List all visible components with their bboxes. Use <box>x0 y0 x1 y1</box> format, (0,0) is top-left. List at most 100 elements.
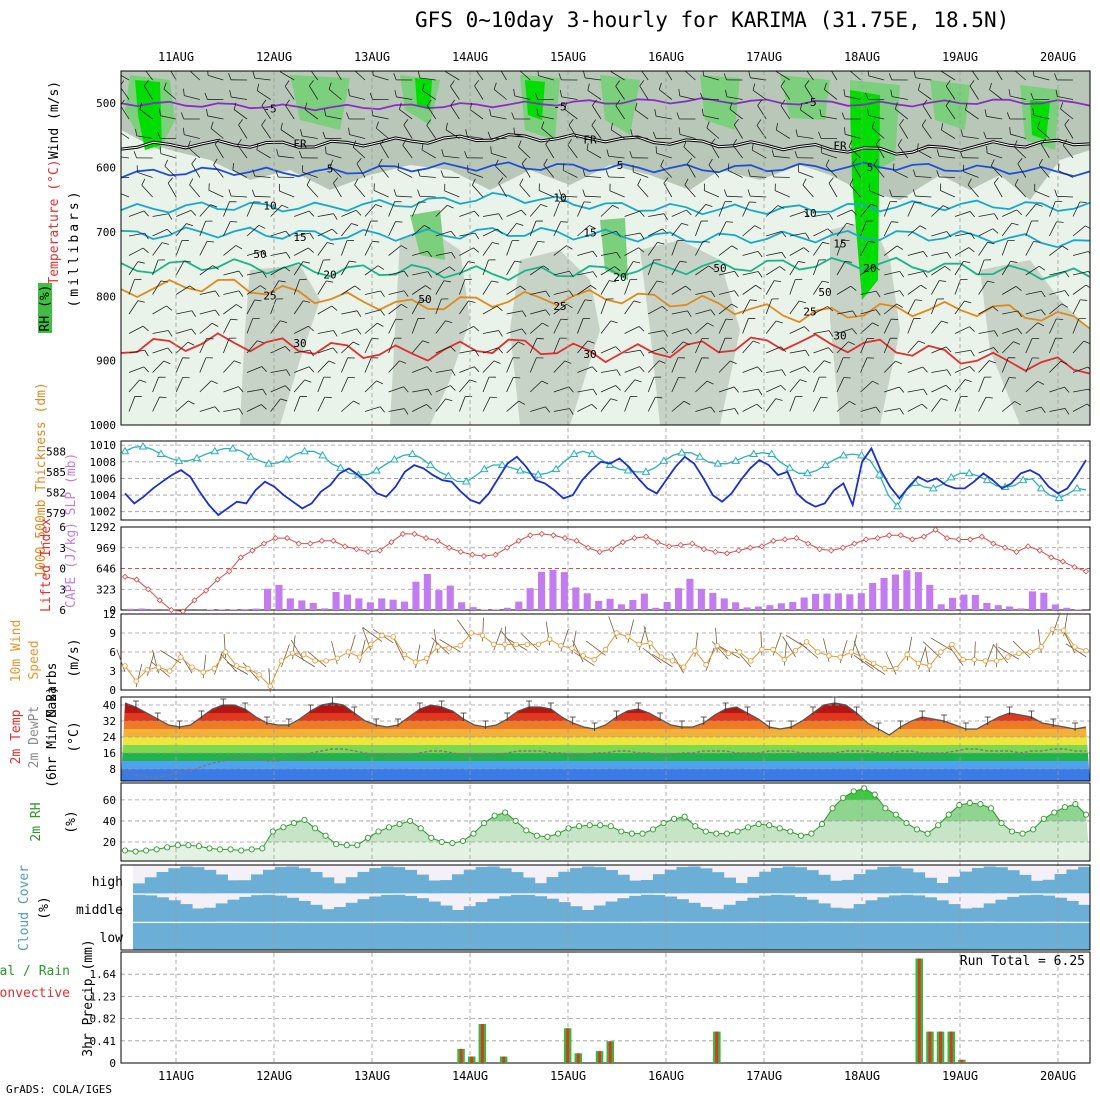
wind-barb-flag <box>426 119 431 126</box>
cape-bar <box>743 607 751 610</box>
wind-barb <box>742 201 750 217</box>
wind-barb <box>309 85 319 100</box>
wind-barb <box>306 184 319 198</box>
wind-barb-flag <box>827 306 834 312</box>
wind-barb-flag <box>710 406 716 413</box>
wind-barb <box>907 318 914 334</box>
wind-barb <box>128 366 145 373</box>
cloud-high-cell <box>901 868 914 894</box>
wind-speed-point <box>1016 650 1022 656</box>
rh2m-point <box>195 843 202 850</box>
cloud-high-cell <box>1054 874 1067 894</box>
wind-barb <box>679 95 696 100</box>
slp-ylabel: SLP (mb) <box>64 453 79 516</box>
wind-barb-flag <box>771 149 775 157</box>
wind-barb <box>270 252 287 256</box>
wind-barb <box>152 377 159 393</box>
wind10m-barb <box>948 645 964 666</box>
cape-bar <box>903 570 911 610</box>
cape-bar <box>446 585 454 610</box>
wind-barb <box>450 105 460 120</box>
pressure-tick: 700 <box>96 226 116 239</box>
date-tick-bottom: 16AUG <box>648 1069 684 1083</box>
thickness-tick: 579 <box>46 507 66 520</box>
contour-label-FR: FR <box>293 138 307 151</box>
wind-barb <box>978 330 995 334</box>
wind-barb <box>615 105 625 120</box>
contour-label-20: 20 <box>323 269 336 282</box>
wind-barb-flag <box>733 119 739 126</box>
wind-barb <box>284 86 295 100</box>
wind-barb <box>776 129 791 139</box>
wind-barb <box>482 242 493 256</box>
wind-barb-flag <box>262 250 267 257</box>
wind-barb <box>706 127 720 139</box>
wind-barb <box>223 290 240 295</box>
panel-frame-slp <box>120 440 1091 521</box>
cloud-low-cell <box>841 923 855 950</box>
temp-band <box>121 769 1090 781</box>
lifted-index-point <box>214 576 221 583</box>
wind-barb <box>170 71 177 81</box>
cape-bar <box>971 594 979 610</box>
temp-band <box>121 729 1090 737</box>
cape-bar <box>321 608 329 610</box>
cape-bar <box>686 578 694 610</box>
wind-barb <box>978 228 994 237</box>
wind-speed-point <box>379 632 385 639</box>
lifted-index-point <box>770 537 777 544</box>
wind-barb-flag <box>892 163 895 171</box>
wind-barb <box>223 360 235 373</box>
wind-barb <box>310 71 319 81</box>
wind-barb <box>931 398 942 412</box>
wind-barb <box>708 164 720 178</box>
wind-barb <box>1010 133 1026 139</box>
temp2m-ylabel-1: 2m Temp <box>9 709 24 764</box>
cape-tick: 646 <box>96 563 116 576</box>
lifted-index-point <box>666 543 673 550</box>
wind-barb-flag <box>468 300 476 303</box>
rh2m-point <box>153 846 160 853</box>
lifted-index-point <box>1082 568 1090 575</box>
rh2m-point <box>512 817 519 824</box>
wind-barb <box>600 369 617 373</box>
wind-speed-point <box>904 651 910 658</box>
wind-barb-flag <box>424 225 431 229</box>
wind-barb <box>1001 240 1009 256</box>
wind-barb-flag <box>568 119 574 126</box>
wind-barb-flag <box>779 266 786 271</box>
wind-barb <box>671 328 688 334</box>
wind-barb <box>317 360 330 373</box>
wind-barb-flag <box>541 121 545 129</box>
cloud-middle-cell <box>369 896 382 922</box>
wind-barb <box>836 209 852 217</box>
wind-barb-flag <box>495 159 499 167</box>
wind-barb-flag <box>380 138 386 145</box>
cloud-low-cell <box>1030 923 1044 950</box>
wind-barb <box>561 96 578 100</box>
wind-barb <box>813 376 820 393</box>
wind-barb <box>521 163 531 178</box>
wind-barb-flag <box>899 386 905 393</box>
wind-barb <box>1025 220 1032 237</box>
cloud-middle-cell <box>404 895 417 922</box>
cloud-low-cell <box>700 923 713 950</box>
wind-barb <box>498 182 507 198</box>
wind-barb <box>529 204 541 217</box>
cape-bar <box>538 571 546 610</box>
pressure-tick: 600 <box>96 162 116 175</box>
cloud-high-cell <box>333 883 347 894</box>
footer-credit: GrADS: COLA/IGES <box>6 1083 112 1096</box>
wind-barb <box>756 125 767 139</box>
wind-barb <box>624 396 631 412</box>
wind-barb-flag <box>661 305 668 312</box>
wind-barb <box>1049 290 1065 295</box>
wind-barb <box>600 385 616 393</box>
li-tick: 6 <box>59 521 66 534</box>
lifted-index-point <box>237 554 244 561</box>
cloud-middle-cell <box>333 907 347 922</box>
wind-barb-flag <box>757 251 763 258</box>
wind-barb-flag <box>1088 251 1090 255</box>
wind-barb <box>128 210 145 217</box>
lifted-index-point <box>735 547 742 554</box>
